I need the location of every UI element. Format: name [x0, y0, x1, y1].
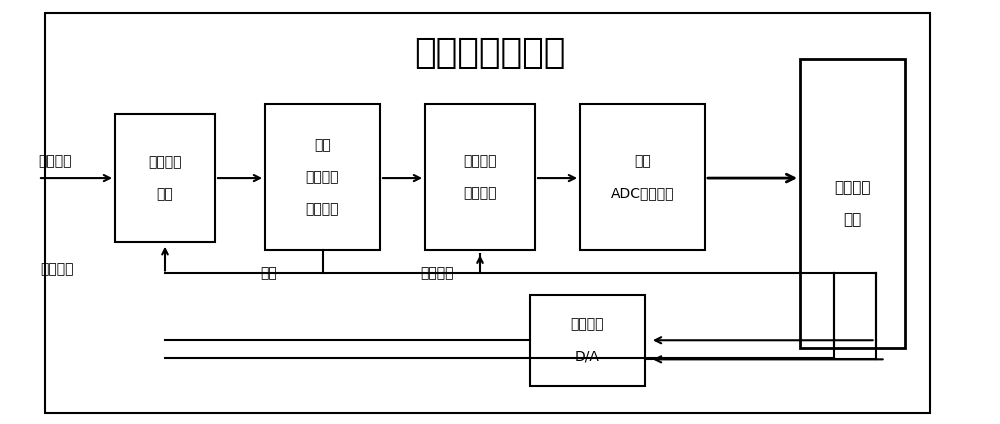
Bar	[800, 59, 905, 348]
Text: 输入级缓: 输入级缓	[306, 202, 339, 216]
Bar	[530, 295, 645, 386]
Bar	[580, 104, 705, 250]
Text: 转换模块: 转换模块	[571, 317, 604, 332]
Text: 偏置: 偏置	[260, 266, 277, 281]
Text: 冲和加法: 冲和加法	[306, 170, 339, 184]
Text: 衰减网络: 衰减网络	[148, 155, 182, 169]
Text: 增益可选: 增益可选	[463, 186, 497, 200]
Text: 电路: 电路	[314, 138, 331, 152]
Text: ADC转换放大: ADC转换放大	[611, 186, 674, 200]
Bar	[425, 104, 535, 250]
Text: 增益选择: 增益选择	[420, 266, 454, 281]
Text: 信号输入: 信号输入	[38, 154, 72, 168]
Text: 放大模块: 放大模块	[463, 154, 497, 168]
Bar	[45, 13, 930, 413]
Text: D/A: D/A	[575, 349, 600, 363]
Bar	[265, 104, 380, 250]
Bar	[115, 114, 215, 242]
Text: 处理模块: 处理模块	[834, 180, 871, 195]
Text: 衰减选择: 衰减选择	[40, 262, 74, 276]
Text: 阻容: 阻容	[157, 187, 173, 201]
Text: 电路: 电路	[634, 154, 651, 168]
Text: 示波器前端电路: 示波器前端电路	[414, 36, 566, 70]
Text: 控制: 控制	[843, 212, 862, 227]
